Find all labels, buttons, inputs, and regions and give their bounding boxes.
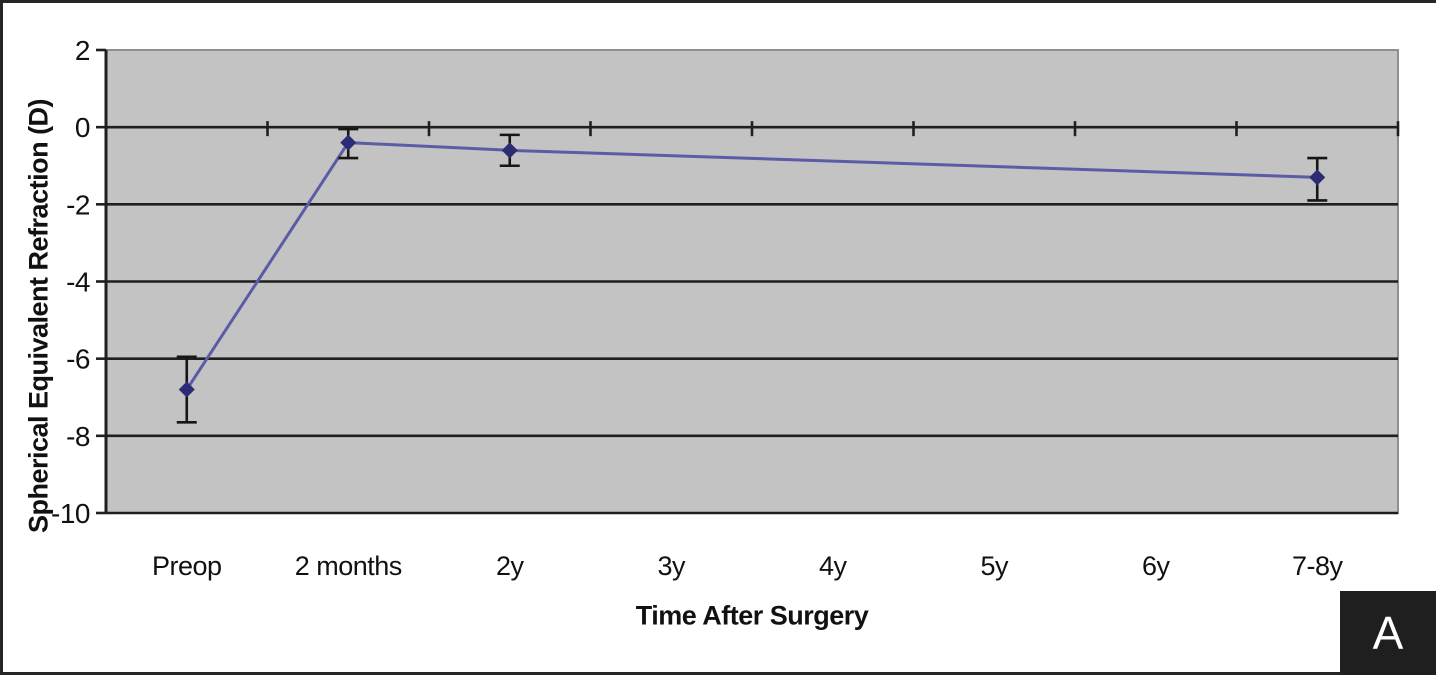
data-point-marker bbox=[1309, 169, 1326, 186]
y-tick-label: -6 bbox=[66, 344, 90, 375]
x-tick-label: Preop bbox=[152, 551, 222, 581]
y-tick-label: -10 bbox=[51, 498, 90, 529]
series-line bbox=[185, 141, 1318, 391]
x-tick-label: 4y bbox=[819, 551, 848, 581]
x-axis-title: Time After Surgery bbox=[635, 600, 869, 631]
x-tick-label: 6y bbox=[1142, 551, 1171, 581]
x-tick-label: 7-8y bbox=[1292, 551, 1344, 581]
data-point-marker bbox=[340, 134, 357, 151]
y-tick-label: -4 bbox=[66, 267, 90, 298]
y-axis-title: Spherical Equivalent Refraction (D) bbox=[23, 98, 54, 534]
data-point-marker bbox=[178, 381, 195, 398]
y-tick-label: 0 bbox=[75, 112, 90, 143]
y-tick-label: 2 bbox=[75, 35, 90, 66]
x-tick-label: 5y bbox=[980, 551, 1009, 581]
y-tick-label: -8 bbox=[66, 421, 90, 452]
y-tick-label: -2 bbox=[66, 189, 90, 220]
panel-label-badge: A bbox=[1340, 591, 1436, 675]
x-tick-label: 3y bbox=[657, 551, 686, 581]
x-tick-label: 2y bbox=[496, 551, 525, 581]
x-tick-label: 2 months bbox=[295, 551, 402, 581]
data-point-marker bbox=[501, 142, 518, 159]
